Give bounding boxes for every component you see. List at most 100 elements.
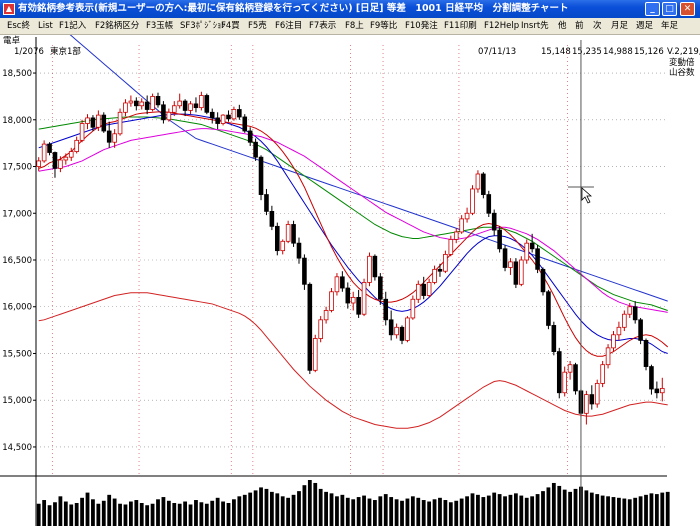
volume-bar (633, 497, 638, 526)
candle-body (546, 291, 551, 326)
record-counter: 1/2076 (14, 47, 44, 57)
candle-body (112, 133, 117, 143)
volume-bar (400, 500, 404, 526)
moving-average-magenta (38, 128, 668, 313)
menu-esc-exit[interactable]: Esc終 (7, 21, 30, 31)
volume-bar (139, 503, 144, 526)
volume-bar (486, 495, 491, 526)
candle-body (464, 212, 470, 220)
menu-next[interactable]: 次 (593, 21, 602, 31)
volume-bar (161, 497, 166, 526)
volume-bar (85, 492, 90, 526)
y-tick-label: 17,500 (2, 163, 32, 173)
menu-f11-print[interactable]: F11印刷 (444, 21, 477, 31)
menu-sf3-position[interactable]: SF3ﾎﾟｼﾞｼｮﾝ (180, 21, 226, 31)
maximize-button[interactable]: □ (662, 2, 677, 16)
menu-f7-display[interactable]: F7表示 (309, 21, 337, 31)
app-icon[interactable]: ▲ (3, 3, 15, 15)
candle-body (627, 306, 633, 315)
volume-bar (253, 490, 258, 526)
volume-bar (513, 493, 518, 526)
volume-bar (183, 501, 188, 526)
candle-body (540, 268, 546, 293)
volume-bar (340, 494, 345, 526)
volume-bar (264, 488, 269, 526)
menu-f1-entry[interactable]: F1記入 (59, 21, 87, 31)
menu-monthly[interactable]: 月足 (611, 21, 629, 31)
candle-body (372, 255, 378, 278)
menu-other[interactable]: 他 (558, 21, 567, 31)
volume-bar (335, 496, 339, 526)
menu-f10-order[interactable]: F10発注 (405, 21, 438, 31)
volume-bar (42, 500, 47, 526)
minimize-button[interactable]: _ (645, 2, 660, 16)
market-section: 東京1部 (50, 47, 81, 57)
candle-body (470, 188, 475, 214)
candle-body (567, 364, 573, 373)
candle-body (85, 117, 90, 124)
volume-bar (481, 497, 486, 526)
candle-body (415, 283, 421, 300)
candle-body (68, 151, 74, 158)
volume-bar (275, 493, 280, 526)
menu-f9-ratio[interactable]: F9等比 (370, 21, 398, 31)
candle-body (242, 116, 248, 132)
menu-insert-first[interactable]: Insrt先 (521, 21, 549, 31)
candle-body (302, 257, 307, 285)
price-chart[interactable]: 14,500 15,000 15,500 16,000 16,500 17,000 17,5… (0, 35, 700, 526)
candle-body (215, 117, 220, 124)
candle-body (551, 325, 557, 353)
menu-f2-category[interactable]: F2銘柄区分 (95, 21, 140, 31)
candle-body (405, 317, 410, 341)
volume-bar (145, 505, 150, 526)
volume-bar (356, 497, 361, 526)
title-bar[interactable]: ▲ 有効銘柄参考表示(新規ユーザーの方へ:最初に保有銘柄登録を行ってください) … (0, 0, 700, 18)
menu-f4-buy[interactable]: F4買 (221, 21, 240, 31)
candle-body (589, 394, 595, 405)
band-upper-line (69, 35, 668, 302)
candle-body (361, 282, 367, 315)
volume-bar (351, 499, 356, 526)
current-date: 07/11/13 (478, 47, 517, 57)
candle-body (123, 102, 128, 113)
volume-bar (519, 495, 524, 526)
volume-bar (573, 488, 578, 526)
candle-body (285, 224, 291, 242)
chart-area[interactable]: 電卓 1/2076 東京1部 07/11/13 15,148 15,235 14… (0, 35, 700, 526)
candle-body (247, 130, 253, 143)
candle-body (188, 103, 193, 111)
candle-body (378, 276, 383, 300)
volume-bar (476, 494, 480, 526)
volume-bar (606, 496, 610, 526)
volume-bar (497, 494, 502, 526)
menu-list[interactable]: List (38, 21, 53, 31)
menu-prev[interactable]: 前 (575, 21, 584, 31)
menu-yearly[interactable]: 年足 (661, 21, 679, 31)
y-tick-label: 18,500 (2, 69, 32, 79)
candle-body (426, 282, 432, 296)
volume-bar (69, 504, 74, 526)
volume-bar (362, 495, 366, 526)
menu-weekly[interactable]: 週足 (636, 21, 654, 31)
volume-bar (345, 497, 350, 526)
menu-f5-sell[interactable]: F5売 (248, 21, 267, 31)
menu-f8-up[interactable]: F8上 (345, 21, 364, 31)
menu-f6-watch[interactable]: F6注目 (275, 21, 303, 31)
moving-average-blue (38, 113, 668, 354)
volume-bar (215, 497, 220, 526)
volume-bar (324, 491, 328, 526)
volume-bar (286, 497, 291, 526)
volume-bar (259, 487, 263, 526)
candle-body (453, 231, 459, 240)
menu-f3-ledger[interactable]: F3玉帳 (146, 21, 174, 31)
volume-bar (101, 500, 106, 526)
close-button[interactable]: ✕ (680, 2, 695, 16)
menu-f12-help[interactable]: F12Help (484, 21, 520, 31)
close-price: 15,126 (634, 47, 664, 57)
candle-body (58, 159, 63, 169)
candle-body (524, 242, 530, 261)
volume-bar (269, 491, 274, 526)
volume-bar (297, 491, 301, 526)
candle-body (258, 156, 264, 195)
